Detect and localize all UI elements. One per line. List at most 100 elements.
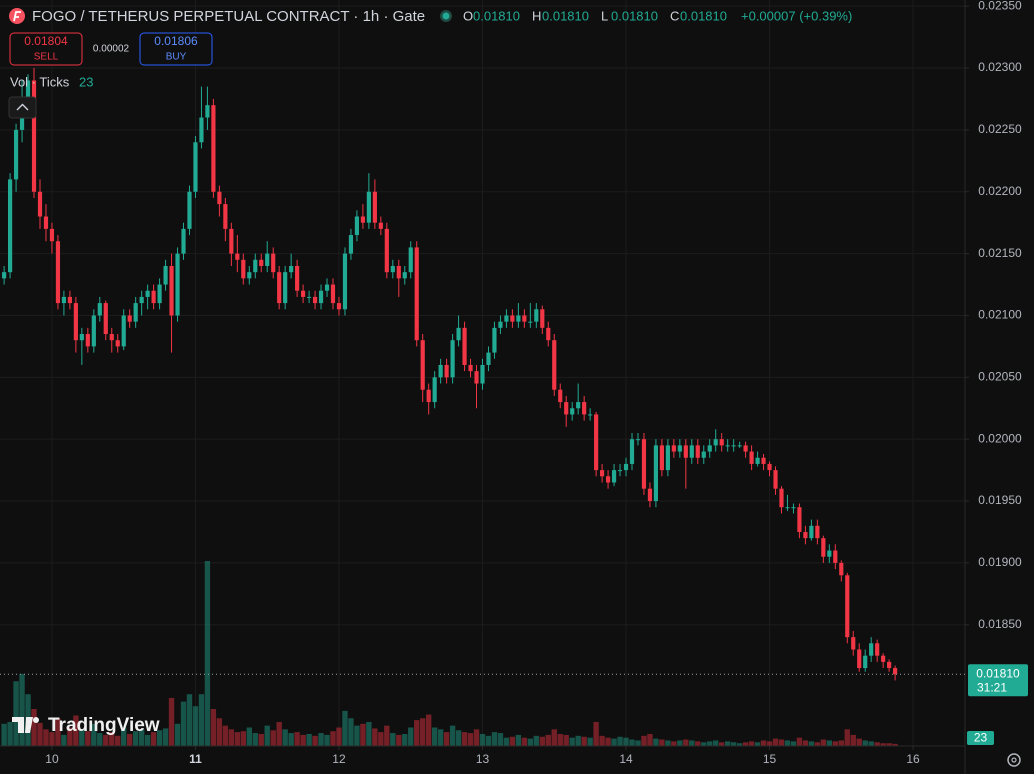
candle-body (677, 445, 682, 452)
candle-body (432, 377, 437, 403)
candle-body (552, 340, 557, 390)
candle-body (510, 315, 515, 322)
volume-bar (760, 740, 767, 746)
candle-body (127, 315, 132, 322)
candle-body (743, 445, 748, 452)
y-tick-label: 0.02150 (978, 246, 1022, 260)
volume-bar (796, 737, 803, 746)
candle-body (301, 290, 306, 297)
candle-body (570, 408, 575, 415)
volume-bar (575, 735, 581, 746)
x-tick-label: 10 (45, 752, 59, 766)
volume-value: 23 (79, 74, 93, 89)
volume-bar (647, 733, 653, 746)
candle-body (396, 265, 401, 279)
volume-bar (186, 694, 193, 746)
candle-body (318, 290, 324, 304)
countdown: 31:21 (977, 680, 1007, 694)
volume-bar (509, 736, 516, 746)
volume-bar (754, 742, 761, 746)
candle-body (295, 265, 300, 291)
volume-bar (354, 725, 360, 746)
collapse-button[interactable] (8, 96, 37, 119)
candle-body (163, 265, 168, 285)
volume-bar (844, 729, 850, 746)
candle-body (839, 562, 844, 576)
candle-body (139, 296, 144, 304)
volume-bar (892, 743, 898, 746)
volume-bar (210, 709, 217, 746)
candle-body (384, 228, 389, 273)
settings-icon[interactable] (1007, 753, 1021, 767)
volume-bar (778, 739, 785, 746)
volume-bar (730, 742, 737, 746)
volume-bar (97, 733, 103, 746)
candle-body (647, 488, 653, 502)
last-price-label: 0.01810 (976, 666, 1020, 680)
volume-bar (204, 561, 211, 746)
last-price-box (968, 664, 1028, 697)
volume-bar (216, 718, 223, 746)
candle-body (767, 463, 772, 471)
candle-body (324, 284, 330, 291)
candle-body (55, 241, 61, 304)
candle-body (73, 303, 78, 341)
volume-bar (431, 727, 438, 746)
volume-bar (132, 731, 139, 746)
volume-bar (820, 739, 827, 746)
volume-bar (635, 740, 641, 746)
candle-body (67, 296, 72, 304)
volume-bar (384, 725, 390, 746)
volume-bar (79, 729, 85, 746)
candle-body (863, 655, 868, 669)
volume-bar (330, 731, 336, 746)
candle-body (623, 463, 629, 471)
volume-bar (742, 742, 749, 746)
ohlc-key: C (670, 8, 679, 23)
candle-body (737, 445, 742, 447)
symbol-icon-glyph (13, 11, 21, 22)
volume-layer (1, 561, 898, 746)
candle-body (725, 445, 730, 447)
volume-bar (192, 706, 199, 746)
candle-body (336, 303, 342, 310)
volume-bar (491, 732, 498, 746)
volume-bar (719, 742, 725, 746)
candle-body (133, 303, 138, 322)
sell-button[interactable] (9, 32, 83, 66)
volume-bar (850, 734, 856, 746)
candle-body (659, 445, 664, 471)
candle-body (235, 253, 240, 260)
candle-body (253, 259, 258, 273)
volume-bar (13, 681, 19, 746)
volume-bar (790, 741, 797, 746)
candle-body (450, 340, 455, 378)
buy-price: 0.01806 (154, 34, 198, 48)
volume-bar (521, 737, 528, 746)
volume-bar (55, 718, 61, 746)
volume-bar (198, 694, 205, 746)
ohlc-key: L (601, 8, 608, 23)
collapse-icon (16, 103, 29, 111)
candle-body (25, 80, 31, 106)
candle-body (426, 389, 431, 403)
candle-body (821, 538, 826, 557)
volume-bar (31, 709, 37, 746)
buy-button[interactable] (139, 32, 213, 66)
grid (0, 0, 965, 746)
volume-bar (270, 730, 276, 746)
candle-body (354, 216, 360, 236)
candle-body (635, 439, 641, 441)
candle-body (474, 371, 479, 384)
candle-body (773, 470, 778, 489)
volume-bar (246, 727, 252, 746)
volume-bar (659, 739, 665, 746)
candle-body (486, 352, 491, 365)
candle-body (199, 117, 204, 143)
y-tick-label: 0.02350 (978, 0, 1022, 12)
candle-body (169, 265, 174, 316)
candle-body (115, 340, 120, 347)
x-tick-label: 12 (332, 752, 346, 766)
candle-body (151, 290, 156, 304)
